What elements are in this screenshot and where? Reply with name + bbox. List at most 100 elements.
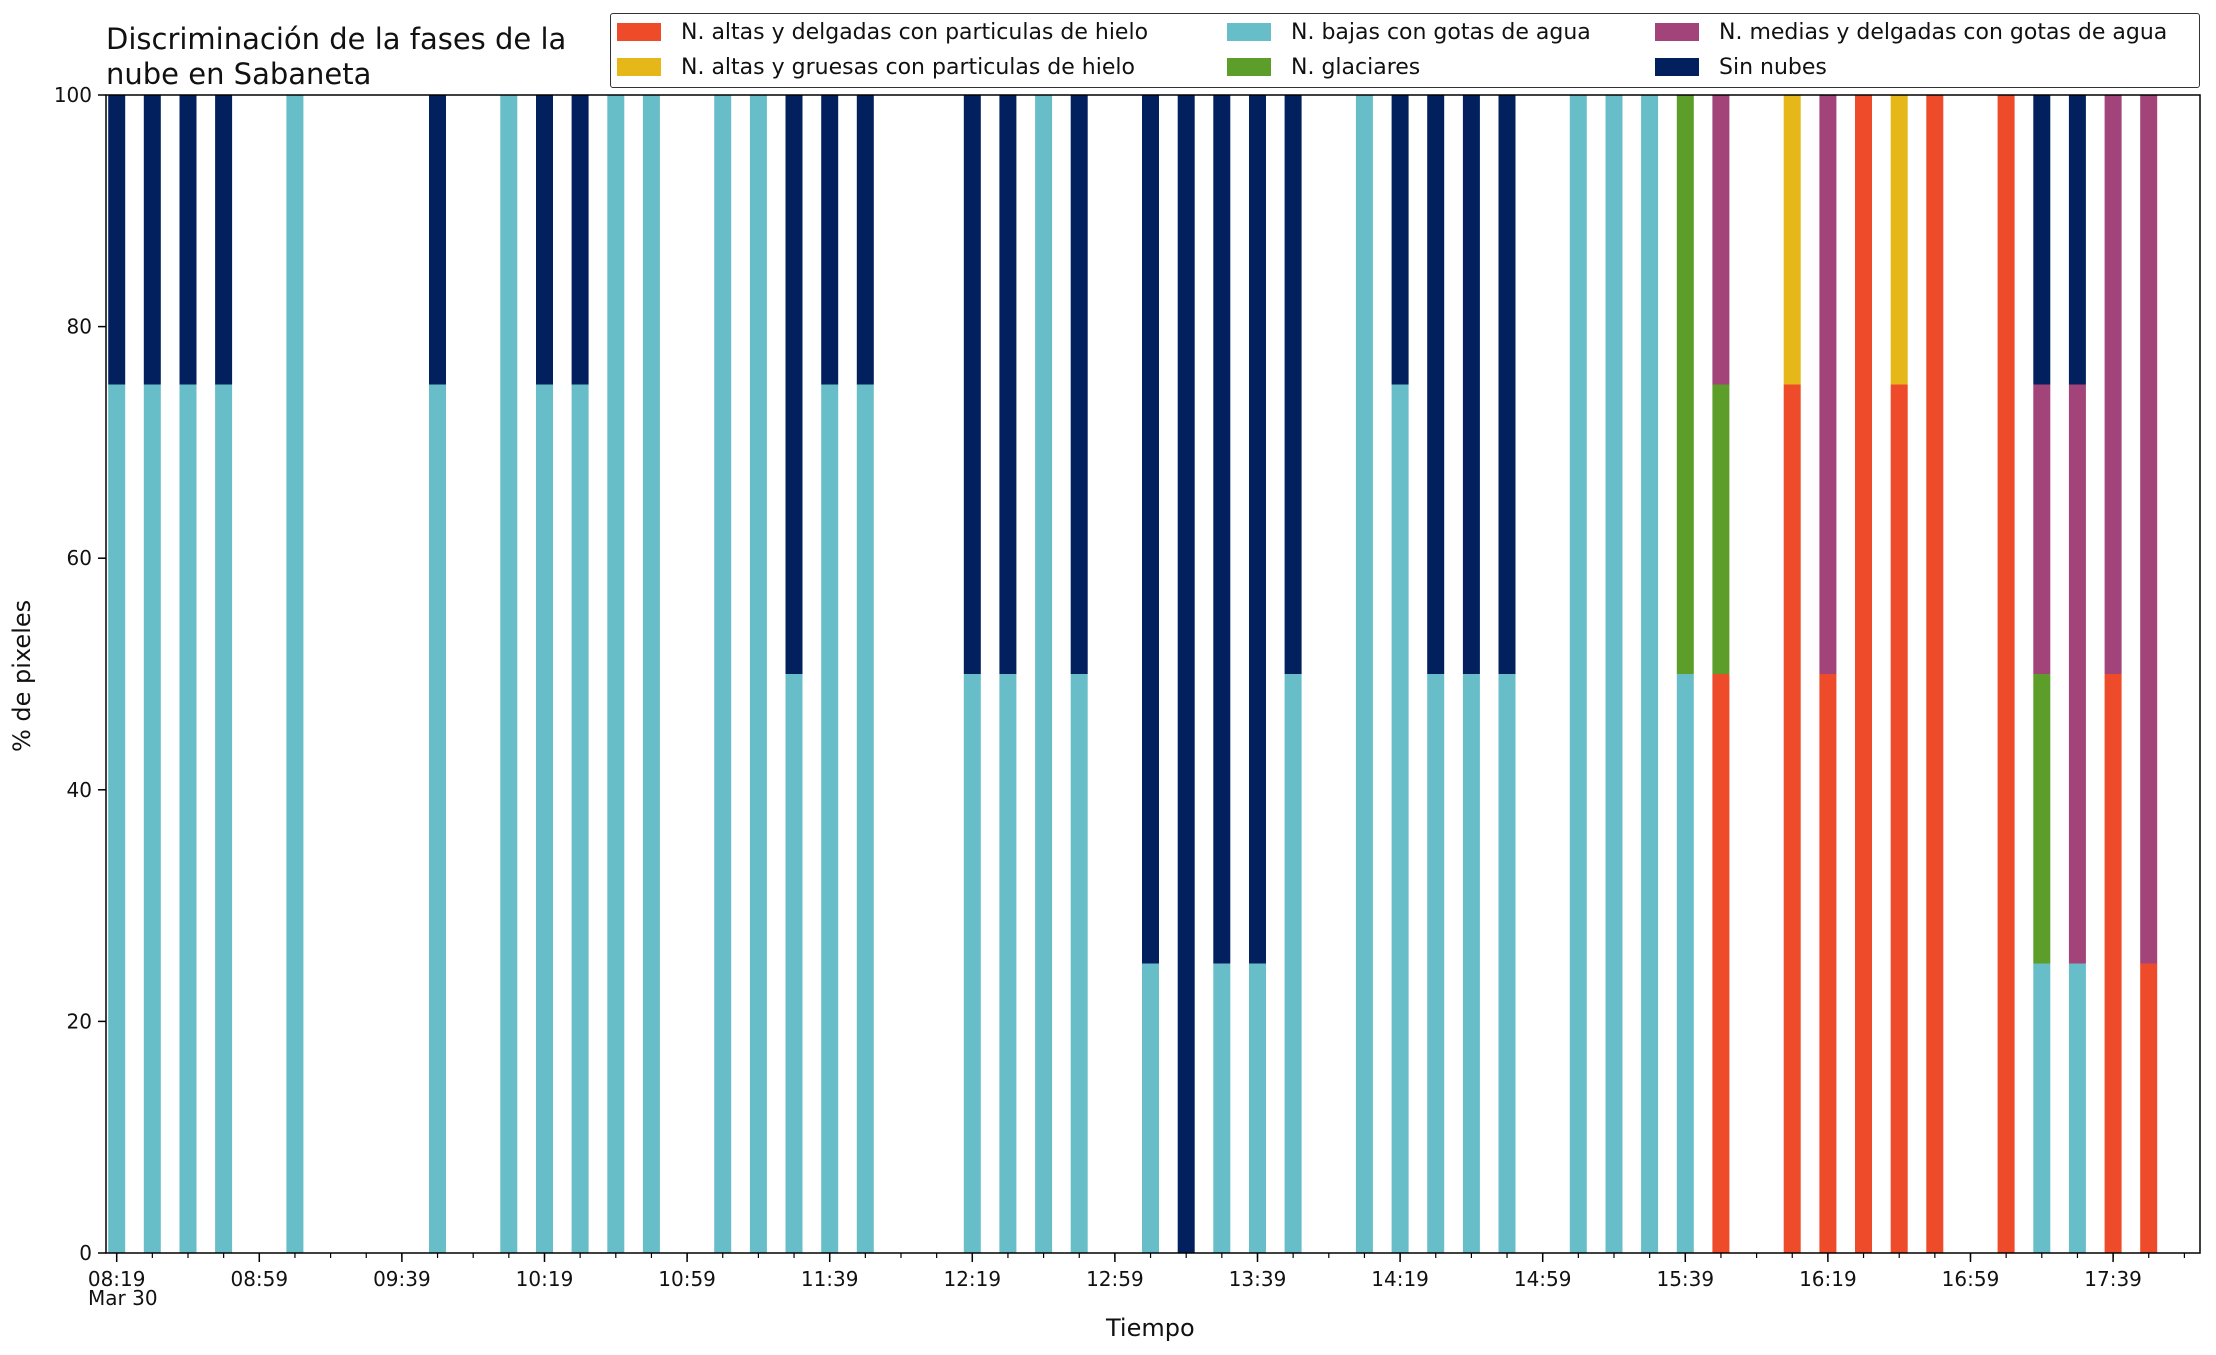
bar-segment-44-4 bbox=[2140, 95, 2158, 964]
bar-segment-3-5 bbox=[215, 95, 233, 385]
bar-segment-7-2 bbox=[536, 384, 553, 1253]
legend-swatch-altas-gruesas bbox=[617, 58, 661, 76]
bar-segment-40-0 bbox=[1997, 95, 2015, 1253]
x-tick-label-15:39: 15:39 bbox=[1656, 1267, 1714, 1291]
bar-segment-23-5 bbox=[1249, 95, 1266, 964]
legend-label-altas-gruesas: N. altas y gruesas con particulas de hie… bbox=[681, 54, 1135, 80]
bar-segment-24-5 bbox=[1284, 95, 1302, 674]
legend-swatch-sin-nubes bbox=[1655, 58, 1699, 76]
bar-segment-28-2 bbox=[1462, 674, 1480, 1253]
bar-segment-41-5 bbox=[2033, 95, 2051, 385]
y-tick-label-0: 0 bbox=[79, 1241, 92, 1265]
bar-segment-35-0 bbox=[1783, 384, 1801, 1253]
x-tick-label-16:19: 16:19 bbox=[1799, 1267, 1857, 1291]
x-tick-label-17:39: 17:39 bbox=[2084, 1267, 2142, 1291]
bar-segment-29-2 bbox=[1498, 674, 1516, 1253]
bar-segment-16-5 bbox=[963, 95, 981, 674]
y-tick-label-60: 60 bbox=[67, 546, 92, 570]
bar-segment-37-0 bbox=[1855, 95, 1872, 1253]
bar-segment-7-5 bbox=[536, 95, 553, 385]
legend-swatch-glaciares bbox=[1227, 58, 1271, 76]
y-tick-label-20: 20 bbox=[67, 1009, 92, 1033]
chart-title-line-1: Discriminación de la fases de la bbox=[106, 22, 567, 56]
legend-label-glaciares: N. glaciares bbox=[1291, 54, 1421, 80]
bar-segment-8-2 bbox=[571, 384, 589, 1253]
bar-segment-20-5 bbox=[1142, 95, 1159, 964]
legend-item-altas-delgadas: N. altas y delgadas con particulas de hi… bbox=[617, 17, 1148, 47]
bar-segment-33-2 bbox=[1676, 674, 1694, 1253]
legend-label-sin-nubes: Sin nubes bbox=[1719, 54, 1827, 80]
bar-segment-4-2 bbox=[286, 95, 304, 1253]
bar-segment-17-5 bbox=[999, 95, 1017, 674]
bar-segment-16-2 bbox=[963, 674, 981, 1253]
legend-swatch-bajas bbox=[1227, 23, 1271, 41]
bar-segment-13-2 bbox=[785, 674, 803, 1253]
bar-segment-8-5 bbox=[571, 95, 589, 385]
legend-swatch-altas-delgadas bbox=[617, 23, 661, 41]
bar-segment-21-5 bbox=[1177, 95, 1195, 1253]
chart-title-line-2: nube en Sabaneta bbox=[106, 57, 372, 91]
chart-legend: N. altas y delgadas con particulas de hi… bbox=[610, 13, 2200, 88]
bar-segment-36-0 bbox=[1819, 674, 1837, 1253]
x-tick-label-14:59: 14:59 bbox=[1514, 1267, 1572, 1291]
bar-segment-1-2 bbox=[143, 384, 161, 1253]
legend-item-sin-nubes: Sin nubes bbox=[1655, 52, 1827, 82]
bar-segment-22-2 bbox=[1213, 963, 1231, 1253]
bar-segment-33-3 bbox=[1676, 95, 1694, 674]
bar-segment-42-2 bbox=[2068, 963, 2086, 1253]
legend-swatch-medias bbox=[1655, 23, 1699, 41]
bar-segment-44-0 bbox=[2140, 963, 2158, 1253]
bar-segment-39-0 bbox=[1926, 95, 1944, 1253]
chart-title: Discriminación de la fases de la nube en… bbox=[106, 22, 666, 92]
bar-segment-12-2 bbox=[749, 95, 767, 1253]
bar-segment-20-2 bbox=[1142, 963, 1159, 1253]
bar-segment-41-2 bbox=[2033, 963, 2051, 1253]
x-tick-label-08:59: 08:59 bbox=[230, 1267, 288, 1291]
y-tick-label-40: 40 bbox=[67, 778, 92, 802]
bar-segment-3-2 bbox=[215, 384, 233, 1253]
bar-segment-34-0 bbox=[1712, 674, 1730, 1253]
bar-segment-6-2 bbox=[500, 95, 518, 1253]
bar-segment-38-1 bbox=[1890, 95, 1908, 385]
bar-segment-25-2 bbox=[1355, 95, 1373, 1253]
bar-segment-24-2 bbox=[1284, 674, 1302, 1253]
y-tick-label-80: 80 bbox=[67, 315, 92, 339]
bar-segment-0-2 bbox=[108, 384, 126, 1253]
bar-segment-1-5 bbox=[143, 95, 161, 385]
bar-segment-11-2 bbox=[714, 95, 732, 1253]
bar-segment-15-5 bbox=[856, 95, 874, 385]
x-tick-label-10:19: 10:19 bbox=[516, 1267, 574, 1291]
bar-segment-0-5 bbox=[108, 95, 126, 385]
bar-segment-41-4 bbox=[2033, 384, 2051, 674]
legend-label-medias: N. medias y delgadas con gotas de agua bbox=[1719, 19, 2168, 45]
bar-segment-17-2 bbox=[999, 674, 1017, 1253]
bar-segment-34-3 bbox=[1712, 384, 1730, 674]
x-tick-label-09:39: 09:39 bbox=[373, 1267, 431, 1291]
bar-segment-26-5 bbox=[1391, 95, 1409, 385]
bar-segment-5-2 bbox=[429, 384, 446, 1253]
y-axis-label: % de pixeles bbox=[8, 599, 36, 752]
bar-segment-43-0 bbox=[2104, 674, 2122, 1253]
bar-segment-29-5 bbox=[1498, 95, 1516, 674]
bar-segment-27-5 bbox=[1427, 95, 1445, 674]
bar-segment-27-2 bbox=[1427, 674, 1445, 1253]
x-tick-label-08:19: 08:19 bbox=[88, 1267, 146, 1291]
bar-segment-34-4 bbox=[1712, 95, 1730, 385]
legend-label-altas-delgadas: N. altas y delgadas con particulas de hi… bbox=[681, 19, 1149, 45]
bar-segment-14-2 bbox=[821, 384, 839, 1253]
x-tick-label-13:39: 13:39 bbox=[1229, 1267, 1287, 1291]
bar-segment-14-5 bbox=[821, 95, 839, 385]
bar-segment-38-0 bbox=[1890, 384, 1908, 1253]
bar-segment-43-4 bbox=[2104, 95, 2122, 674]
bar-segment-36-4 bbox=[1819, 95, 1837, 674]
bar-segment-15-2 bbox=[856, 384, 874, 1253]
bar-segment-19-5 bbox=[1070, 95, 1088, 674]
legend-label-bajas: N. bajas con gotas de agua bbox=[1291, 19, 1591, 45]
bar-segment-26-2 bbox=[1391, 384, 1409, 1253]
bar-segment-19-2 bbox=[1070, 674, 1088, 1253]
bar-segment-32-2 bbox=[1641, 95, 1659, 1253]
x-tick-label-12:19: 12:19 bbox=[943, 1267, 1001, 1291]
bar-segment-30-2 bbox=[1569, 95, 1587, 1253]
x-tick-label-10:59: 10:59 bbox=[658, 1267, 716, 1291]
